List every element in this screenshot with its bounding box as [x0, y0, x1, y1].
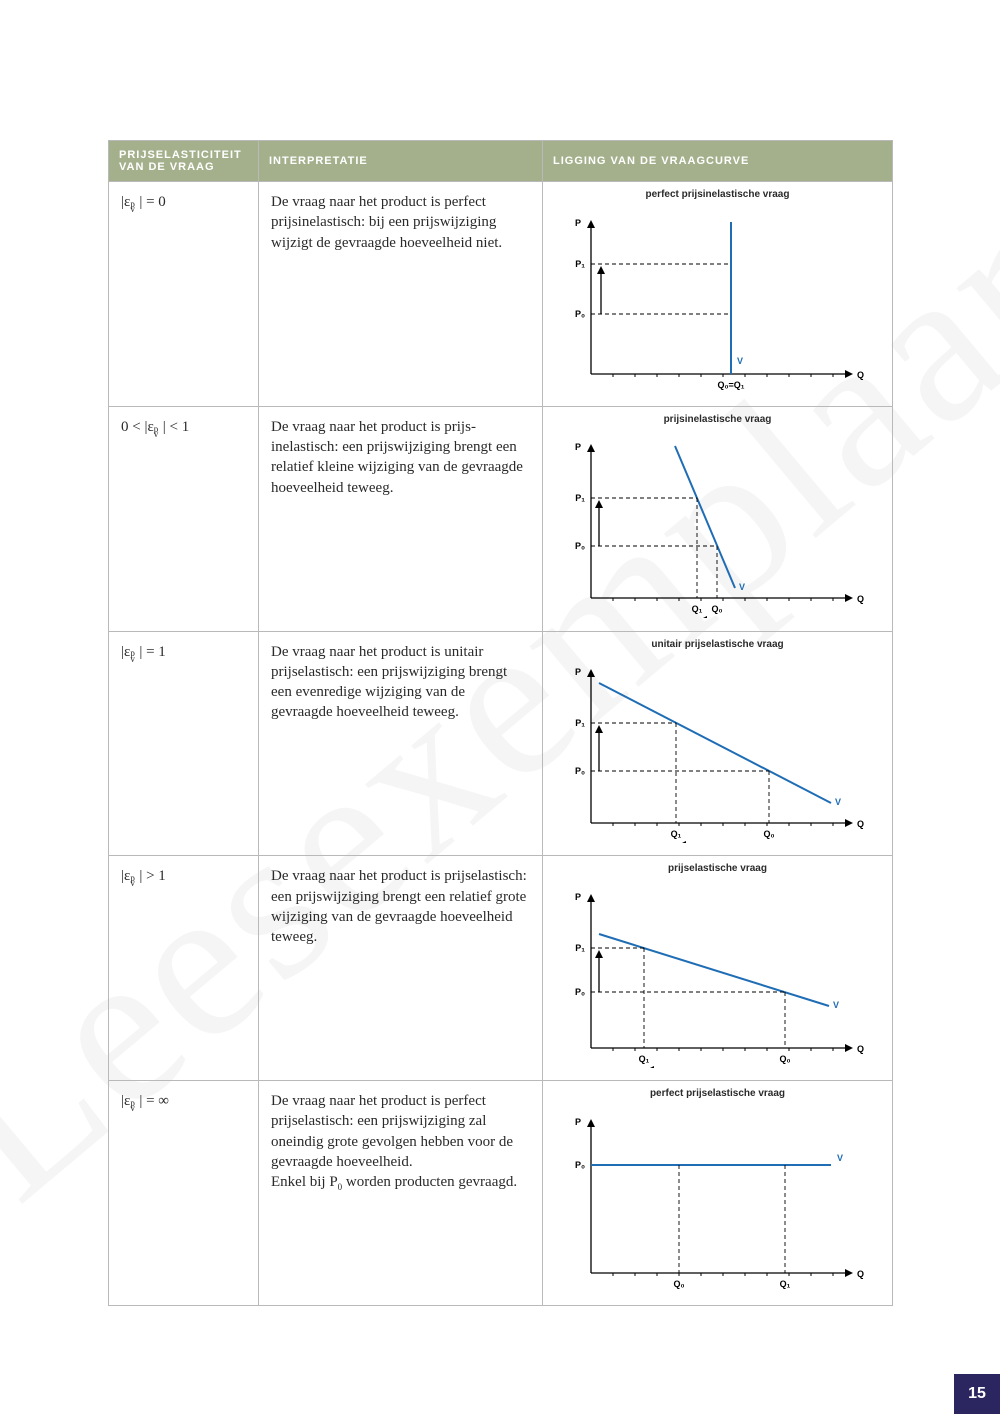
formula-cell: |εvp| = 0: [109, 182, 259, 407]
chart-cell: perfect prijsinelastische vraag P Q P₁ P₀…: [543, 182, 893, 407]
svg-text:P₀: P₀: [575, 541, 585, 551]
table-row: |εvp| = ∞ De vraag naar het product is pe…: [109, 1081, 893, 1306]
interpretation-cell: De vraag naar het product is perfect pri…: [259, 182, 543, 407]
demand-curve-chart: P Q P₀ V Q₀ Q₁: [551, 1103, 871, 1293]
svg-text:Q₀=Q₁: Q₀=Q₁: [717, 380, 744, 390]
demand-curve-chart: P Q P₁ P₀ V Q₁ Q₀: [551, 878, 871, 1068]
svg-text:V: V: [739, 582, 745, 592]
svg-text:P₀: P₀: [575, 987, 585, 997]
svg-text:Q: Q: [857, 1044, 864, 1054]
svg-text:P₁: P₁: [575, 718, 585, 728]
svg-text:P: P: [575, 667, 581, 677]
svg-text:Q: Q: [857, 1269, 864, 1279]
formula-cell: |εvp| = 1: [109, 631, 259, 856]
page-number-box: 15: [954, 1374, 1000, 1414]
interpretation-cell: De vraag naar het product is perfect pri…: [259, 1081, 543, 1306]
svg-text:P₁: P₁: [575, 259, 585, 269]
svg-text:V: V: [737, 356, 743, 366]
svg-text:Q₁: Q₁: [780, 1279, 791, 1289]
formula-cell: |εvp| = ∞: [109, 1081, 259, 1306]
svg-text:Q: Q: [857, 370, 864, 380]
page-number: 15: [968, 1385, 986, 1403]
svg-text:Q: Q: [857, 819, 864, 829]
svg-text:V: V: [833, 1000, 839, 1010]
table-row: |εvp| = 0 De vraag naar het product is pe…: [109, 182, 893, 407]
svg-text:V: V: [837, 1153, 843, 1163]
chart-title: unitair prijselastische vraag: [551, 638, 884, 652]
formula-cell: |εvp| > 1: [109, 856, 259, 1081]
table-row: |εvp| > 1 De vraag naar het product is pr…: [109, 856, 893, 1081]
table-header-elasticity: PRIJSELASTICITEIT VAN DE VRAAG: [109, 141, 259, 182]
formula-text: |εvp| = ∞: [121, 1093, 169, 1109]
svg-text:Q₀: Q₀: [779, 1054, 790, 1064]
svg-text:P₀: P₀: [575, 766, 585, 776]
svg-text:Q₀: Q₀: [763, 829, 774, 839]
interpretation-cell: De vraag naar het product is prijs­inela…: [259, 406, 543, 631]
demand-curve-chart: P Q P₁ P₀ V Q₁ Q₀: [551, 428, 871, 618]
demand-curve-chart: P Q P₁ P₀ V Q₁ Q₀: [551, 653, 871, 843]
svg-text:P: P: [575, 1117, 581, 1127]
interpretation-cell: De vraag naar het product is prijs­elast…: [259, 856, 543, 1081]
svg-text:P₀: P₀: [575, 1160, 585, 1170]
table-row: |εvp| = 1 De vraag naar het product is un…: [109, 631, 893, 856]
demand-curve-chart: P Q P₁ P₀ V Q₀=Q₁: [551, 204, 871, 394]
chart-cell: prijsinelastische vraag P Q P₁ P₀ V Q₁ Q₀: [543, 406, 893, 631]
chart-title: perfect prijselastische vraag: [551, 1087, 884, 1101]
table-header-interpretation: INTERPRETATIE: [259, 141, 543, 182]
svg-text:P₁: P₁: [575, 493, 585, 503]
svg-text:Q₁: Q₁: [639, 1054, 650, 1064]
svg-text:Q₀: Q₀: [673, 1279, 684, 1289]
svg-text:Q: Q: [857, 594, 864, 604]
svg-text:V: V: [835, 797, 841, 807]
formula-cell: 0 < |εvp| < 1: [109, 406, 259, 631]
formula-text: |εvp| > 1: [121, 868, 166, 884]
chart-cell: perfect prijselastische vraag P Q P₀ V Q₀ Q…: [543, 1081, 893, 1306]
formula-text: 0 < |εvp| < 1: [121, 419, 189, 435]
chart-title: prijsinelastische vraag: [551, 413, 884, 427]
table-header-curve: LIGGING VAN DE VRAAGCURVE: [543, 141, 893, 182]
elasticity-table: PRIJSELASTICITEIT VAN DE VRAAG INTERPRET…: [108, 140, 893, 1306]
svg-text:Q₁: Q₁: [671, 829, 682, 839]
formula-text: |εvp| = 1: [121, 644, 166, 660]
table-row: 0 < |εvp| < 1 De vraag naar het product i…: [109, 406, 893, 631]
chart-cell: unitair prijselastische vraag P Q P₁ P₀ V Q…: [543, 631, 893, 856]
svg-text:P: P: [575, 218, 581, 228]
svg-text:P₀: P₀: [575, 309, 585, 319]
svg-text:P: P: [575, 442, 581, 452]
chart-title: perfect prijsinelastische vraag: [551, 188, 884, 202]
chart-cell: prijselastische vraag P Q P₁ P₀ V Q₁ Q₀: [543, 856, 893, 1081]
svg-text:P₁: P₁: [575, 943, 585, 953]
svg-text:P: P: [575, 892, 581, 902]
interpretation-cell: De vraag naar het product is unitair pri…: [259, 631, 543, 856]
formula-text: |εvp| = 0: [121, 194, 166, 210]
svg-text:Q₀: Q₀: [711, 604, 722, 614]
chart-title: prijselastische vraag: [551, 862, 884, 876]
svg-text:Q₁: Q₁: [692, 604, 703, 614]
